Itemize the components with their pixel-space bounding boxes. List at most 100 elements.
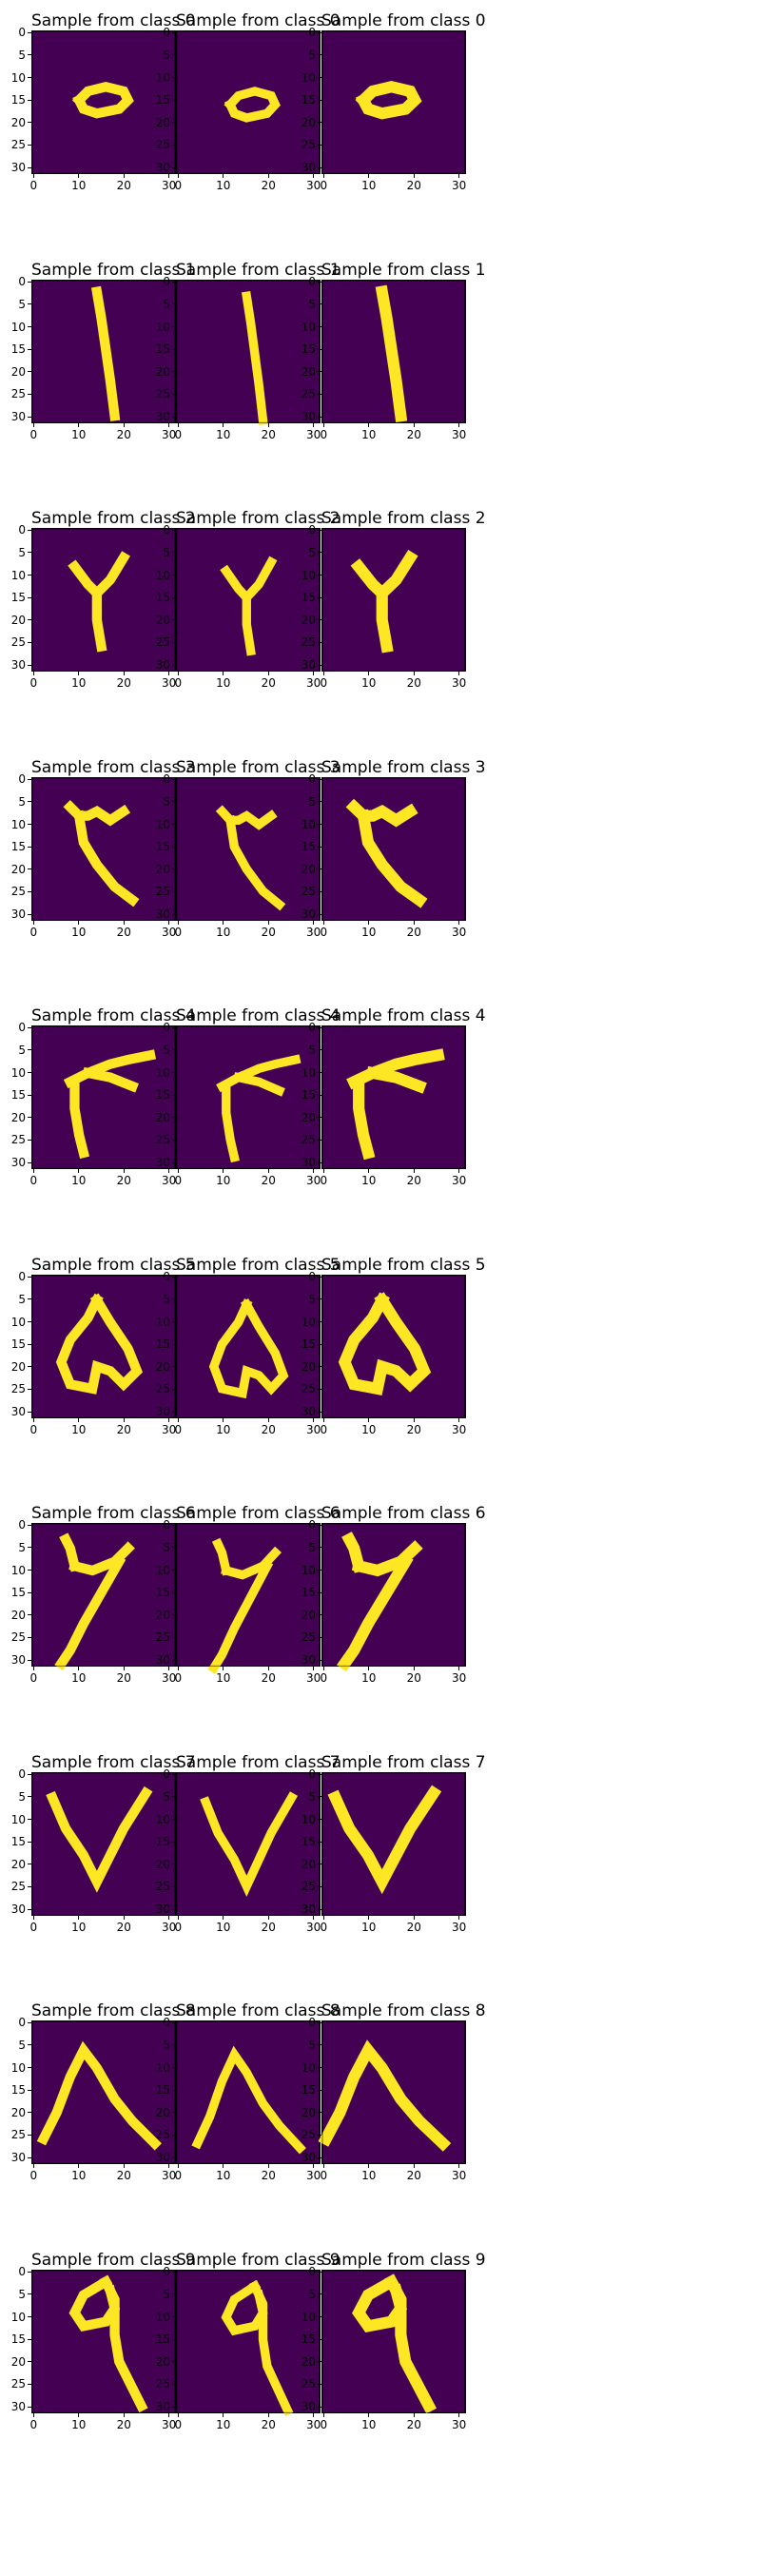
x-tick-label: 0 bbox=[29, 1174, 38, 1188]
digit-image bbox=[176, 280, 321, 426]
x-tick-label: 30 bbox=[306, 179, 321, 193]
y-tick-label: 15 bbox=[10, 1586, 26, 1600]
y-tick-label: 20 bbox=[10, 1359, 26, 1374]
y-tick bbox=[318, 371, 321, 373]
x-tick-label: 30 bbox=[162, 1174, 177, 1188]
panel-title: Sample from class 8 bbox=[176, 2001, 340, 2020]
y-tick bbox=[318, 1547, 321, 1549]
x-tick bbox=[223, 423, 224, 428]
x-tick-label: 0 bbox=[29, 2418, 38, 2432]
y-tick-label: 25 bbox=[301, 635, 316, 650]
y-tick bbox=[28, 2383, 31, 2385]
x-tick bbox=[168, 423, 170, 428]
y-tick-label: 15 bbox=[301, 840, 316, 854]
y-tick-label: 30 bbox=[301, 1903, 316, 1917]
y-tick-label: 30 bbox=[301, 907, 316, 922]
y-tick-label: 0 bbox=[18, 1518, 26, 1532]
digit-stroke bbox=[222, 1082, 240, 1163]
y-tick bbox=[28, 2316, 31, 2318]
y-tick-label: 10 bbox=[10, 2060, 26, 2075]
y-tick bbox=[172, 1026, 176, 1028]
y-tick-label: 15 bbox=[155, 342, 170, 357]
digit-stroke bbox=[59, 1532, 81, 1572]
y-tick bbox=[318, 619, 321, 621]
y-tick-label: 15 bbox=[10, 2332, 26, 2347]
x-tick-label: 30 bbox=[306, 428, 321, 442]
y-tick-label: 30 bbox=[155, 2400, 170, 2414]
y-tick-label: 15 bbox=[10, 840, 26, 854]
panel-title: Sample from class 6 bbox=[321, 1504, 486, 1523]
y-tick-label: 0 bbox=[163, 1021, 170, 1035]
y-tick-label: 5 bbox=[163, 2287, 170, 2301]
y-tick bbox=[172, 371, 176, 373]
y-tick bbox=[28, 2361, 31, 2363]
digit-image bbox=[321, 1025, 466, 1170]
y-tick-label: 25 bbox=[10, 387, 26, 401]
x-tick bbox=[32, 1169, 34, 1174]
y-tick bbox=[28, 1321, 31, 1323]
x-tick bbox=[123, 2164, 125, 2169]
y-tick-label: 20 bbox=[155, 1110, 170, 1124]
y-tick bbox=[28, 281, 31, 283]
panel-title: Sample from class 5 bbox=[176, 1256, 340, 1275]
x-tick bbox=[32, 423, 34, 428]
x-tick-label: 10 bbox=[71, 179, 87, 193]
y-tick-label: 25 bbox=[10, 1630, 26, 1645]
image-background bbox=[177, 778, 320, 921]
y-tick-label: 25 bbox=[301, 1382, 316, 1396]
y-tick bbox=[28, 2067, 31, 2069]
digit-image bbox=[176, 1523, 321, 1674]
plot-frame bbox=[176, 280, 321, 423]
y-tick bbox=[172, 2112, 176, 2114]
digit-image bbox=[31, 777, 176, 922]
y-tick bbox=[318, 1659, 321, 1661]
x-tick bbox=[223, 1916, 224, 1921]
y-tick bbox=[28, 1139, 31, 1141]
y-tick-label: 15 bbox=[10, 2083, 26, 2098]
x-tick bbox=[78, 1418, 80, 1423]
y-tick bbox=[28, 846, 31, 848]
x-tick-label: 30 bbox=[452, 2169, 467, 2183]
x-tick bbox=[123, 1169, 125, 1174]
y-tick bbox=[172, 2044, 176, 2046]
y-tick-label: 10 bbox=[155, 1315, 170, 1329]
digit-stroke bbox=[36, 2040, 162, 2151]
y-tick-label: 0 bbox=[163, 2265, 170, 2279]
y-tick bbox=[28, 144, 31, 146]
digit-stroke bbox=[375, 284, 408, 422]
sample-panel: Sample from class 8 0 5 10 15 20 25 30 0 10 20 30 bbox=[11, 2001, 196, 2182]
x-tick-label: 0 bbox=[320, 179, 328, 193]
y-tick bbox=[318, 1411, 321, 1413]
x-tick bbox=[368, 1667, 370, 1671]
panel-title: Sample from class 2 bbox=[321, 509, 486, 528]
digit-stroke bbox=[338, 1292, 432, 1395]
digit-stroke bbox=[99, 2274, 148, 2413]
y-tick-label: 0 bbox=[163, 772, 170, 787]
x-tick-label: 0 bbox=[174, 2169, 183, 2183]
y-tick bbox=[318, 1139, 321, 1141]
y-tick-label: 20 bbox=[301, 613, 316, 627]
plot-frame bbox=[31, 2270, 176, 2413]
y-tick bbox=[318, 824, 321, 826]
x-tick-label: 30 bbox=[162, 1423, 177, 1437]
y-tick-label: 5 bbox=[18, 48, 26, 62]
y-tick-label: 30 bbox=[10, 161, 26, 175]
y-tick-label: 5 bbox=[18, 1789, 26, 1804]
y-tick-label: 30 bbox=[155, 1903, 170, 1917]
y-tick bbox=[318, 1773, 321, 1775]
x-tick bbox=[458, 1169, 460, 1174]
y-tick-label: 15 bbox=[301, 1586, 316, 1600]
x-tick bbox=[223, 921, 224, 926]
plot-frame bbox=[321, 2020, 466, 2164]
x-tick bbox=[322, 1418, 324, 1423]
y-tick-label: 10 bbox=[10, 70, 26, 85]
y-tick bbox=[318, 2383, 321, 2385]
x-tick-label: 0 bbox=[320, 926, 328, 940]
y-tick-label: 15 bbox=[10, 1088, 26, 1103]
sample-panel: Sample from class 8 0 5 10 15 20 25 30 0 10 20 30 bbox=[156, 2001, 340, 2182]
y-tick-label: 5 bbox=[163, 794, 170, 809]
y-tick-label: 20 bbox=[155, 1359, 170, 1374]
x-tick bbox=[368, 423, 370, 428]
x-tick-label: 20 bbox=[116, 1174, 131, 1188]
digit-stroke bbox=[46, 1786, 153, 1893]
